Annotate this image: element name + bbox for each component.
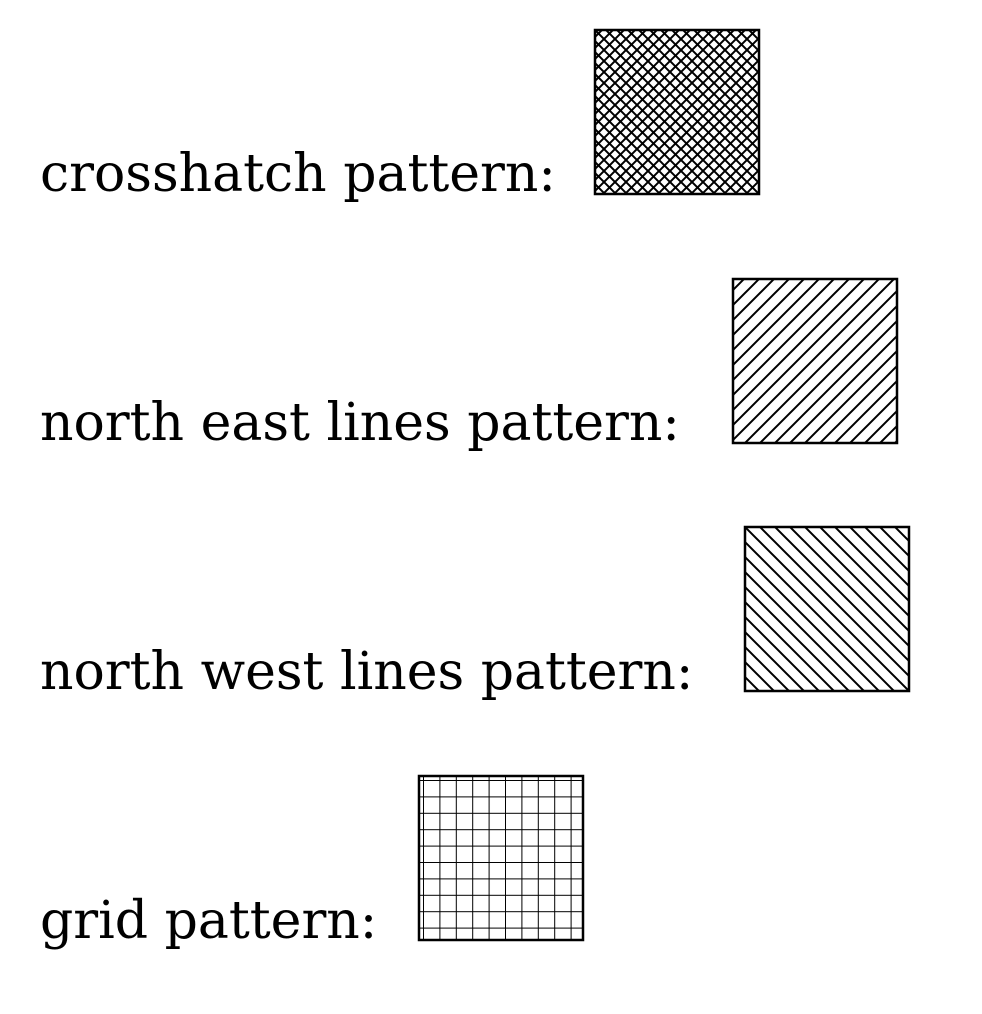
crosshatch-pattern-label: crosshatch pattern: <box>40 144 556 204</box>
north-east-lines-pattern-swatch <box>731 277 899 445</box>
north-east-lines-pattern-label: north east lines pattern: <box>40 393 680 453</box>
north-west-lines-pattern-swatch <box>743 525 911 693</box>
crosshatch-pattern-swatch <box>593 28 761 196</box>
north-west-lines-pattern-label: north west lines pattern: <box>40 642 694 702</box>
grid-pattern-swatch <box>417 774 585 942</box>
grid-pattern-label: grid pattern: <box>40 891 378 951</box>
